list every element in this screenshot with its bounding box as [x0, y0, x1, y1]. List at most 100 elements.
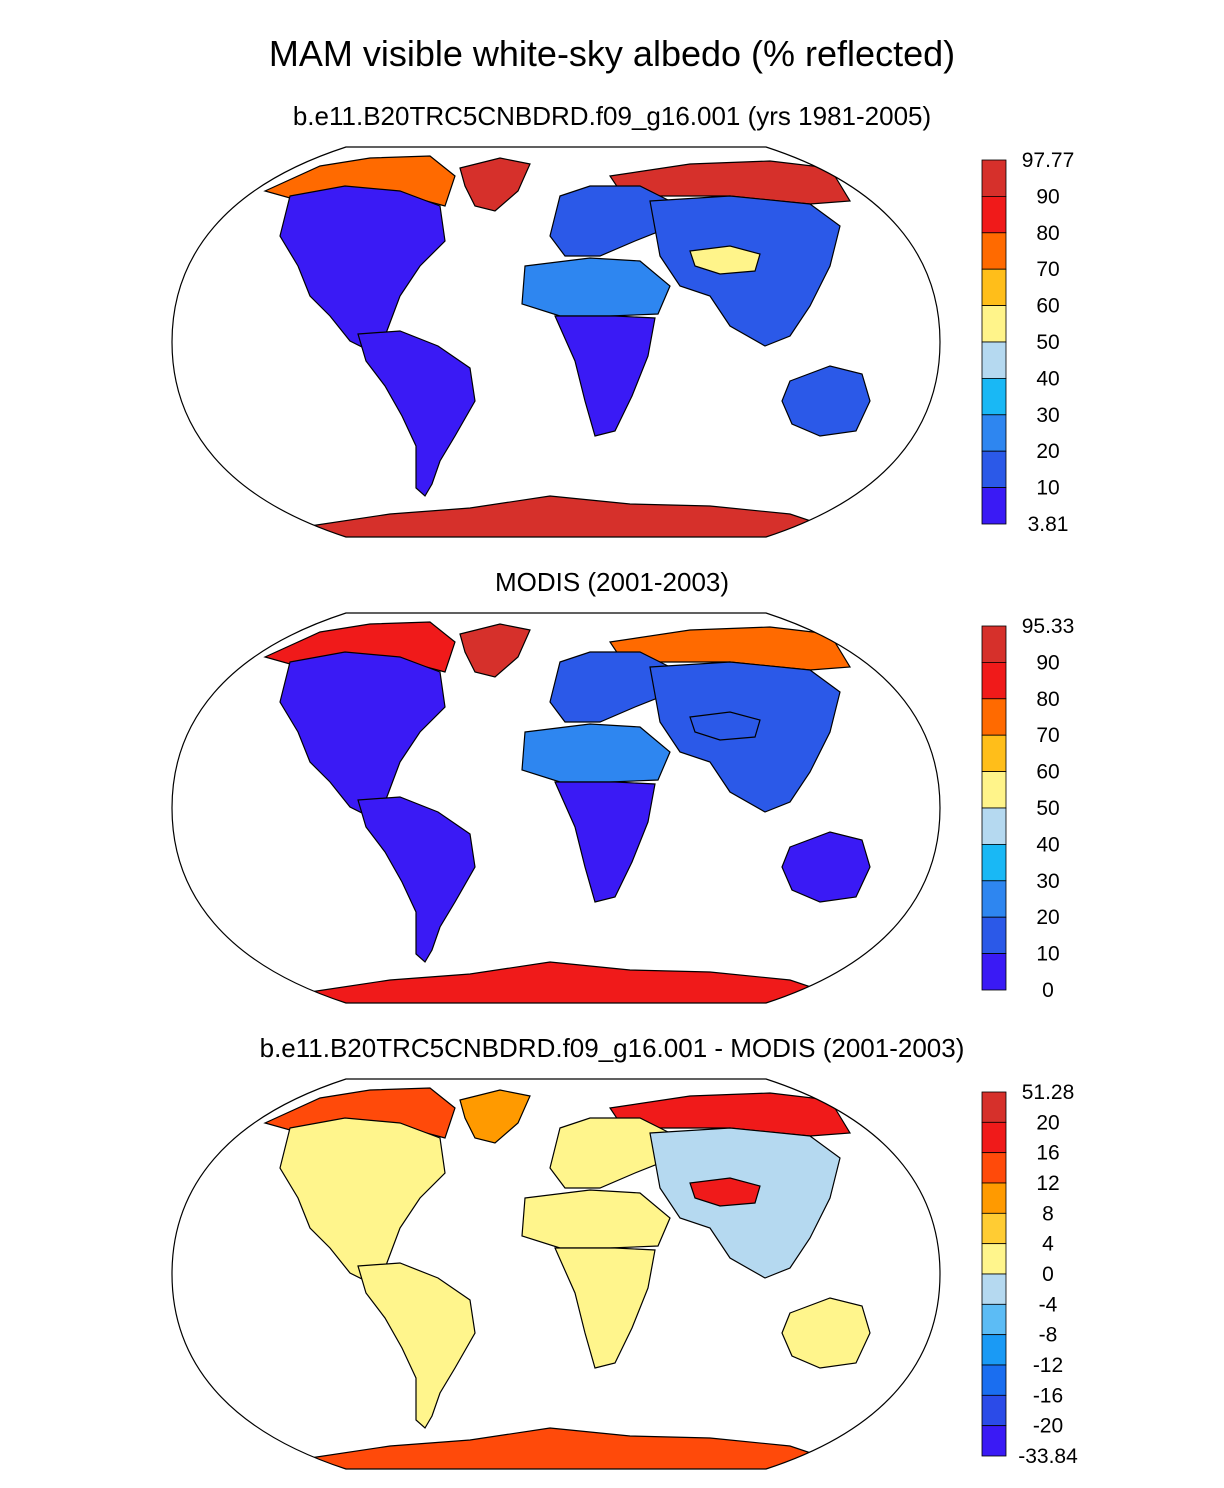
region-greenland — [459, 1089, 531, 1144]
colorbar-swatch — [981, 196, 1007, 234]
colorbar-swatch — [981, 450, 1007, 489]
colorbar-swatch — [981, 1425, 1007, 1457]
colorbar-tick-label: 16 — [1036, 1142, 1059, 1165]
colorbar-swatch — [981, 159, 1007, 197]
colorbar-model: 97.77 90 80 70 60 50 40 30 20 10 3.81 — [981, 149, 1075, 536]
colorbar-tick-label: 20 — [1036, 1111, 1059, 1134]
colorbar-swatch — [981, 1334, 1007, 1366]
colorbar-swatch — [981, 916, 1007, 955]
colorbar-tick-label: 70 — [1036, 724, 1059, 747]
region-australia — [781, 1297, 871, 1369]
map-border — [171, 1078, 941, 1470]
colorbar-swatch — [981, 377, 1007, 416]
colorbar-tick-label: 20 — [1036, 906, 1059, 929]
colorbar-swatch — [981, 487, 1007, 525]
colorbar-tick-label: 60 — [1036, 761, 1059, 784]
region-europe — [549, 651, 671, 723]
colorbar-tick-label: 95.33 — [1022, 615, 1075, 638]
colorbar-tick-label: -33.84 — [1018, 1445, 1078, 1468]
colorbar-tick-label: -4 — [1039, 1293, 1058, 1316]
colorbar-tick-label: 3.81 — [1028, 513, 1069, 536]
colorbar-swatch — [981, 1212, 1007, 1245]
colorbar-swatch — [981, 414, 1007, 452]
region-southern-africa — [554, 315, 656, 437]
region-southern-africa — [554, 781, 656, 903]
colorbar-tick-label: 90 — [1036, 185, 1059, 208]
colorbar-swatch — [981, 843, 1007, 882]
colorbar-tick-label: -8 — [1039, 1324, 1058, 1347]
colorbar-tick-label: 40 — [1036, 367, 1059, 390]
region-south-america — [357, 330, 476, 497]
map-border — [171, 146, 941, 538]
panel-1-title: b.e11.B20TRC5CNBDRD.f09_g16.001 (yrs 198… — [292, 101, 932, 131]
colorbar-tick-label: 0 — [1042, 979, 1054, 1002]
colorbar-swatch — [981, 771, 1007, 809]
colorbar-tick-label: 10 — [1036, 943, 1059, 966]
colorbar-swatch — [981, 1152, 1007, 1184]
region-tibet — [689, 1177, 761, 1207]
colorbar-swatch — [981, 1243, 1007, 1275]
colorbar-tick-label: 20 — [1036, 440, 1059, 463]
colorbar-swatch — [981, 953, 1007, 991]
colorbar-tick-label: 97.77 — [1022, 149, 1075, 172]
region-antarctica — [308, 961, 821, 1003]
region-antarctica — [308, 1427, 821, 1469]
colorbar-tick-label: 50 — [1036, 797, 1059, 820]
colorbar-tick-label: 60 — [1036, 295, 1059, 318]
colorbar-tick-label: 30 — [1036, 404, 1059, 427]
region-sahara-and-arabia — [521, 1189, 671, 1249]
colorbar-tick-label: -12 — [1033, 1354, 1063, 1377]
colorbar-tick-label: 50 — [1036, 331, 1059, 354]
figure-title: MAM visible white-sky albedo (% reflecte… — [268, 33, 956, 74]
colorbar-tick-label: 0 — [1042, 1263, 1054, 1286]
colorbar-swatch — [981, 1182, 1007, 1214]
region-tibet — [689, 711, 761, 741]
region-greenland — [459, 623, 531, 678]
region-southern-africa — [554, 1247, 656, 1369]
region-australia — [781, 365, 871, 437]
region-greenland — [459, 157, 531, 212]
colorbar-tick-label: -16 — [1033, 1384, 1063, 1407]
region-antarctica — [308, 495, 821, 537]
colorbar-tick-label: 80 — [1036, 688, 1059, 711]
colorbar-tick-label: 8 — [1042, 1202, 1054, 1225]
colorbar-tick-label: 70 — [1036, 258, 1059, 281]
colorbar-tick-label: 10 — [1036, 477, 1059, 500]
map-panel-modis — [171, 612, 941, 1004]
colorbar-swatch — [981, 1364, 1007, 1396]
colorbar-swatch — [981, 1091, 1007, 1123]
panel-2-title: MODIS (2001-2003) — [494, 567, 730, 597]
colorbar-swatch — [981, 268, 1007, 306]
region-tibet — [689, 245, 761, 275]
panel-3-title: b.e11.B20TRC5CNBDRD.f09_g16.001 - MODIS … — [259, 1033, 965, 1063]
colorbar-tick-label: 4 — [1042, 1233, 1054, 1256]
colorbar-swatch — [981, 734, 1007, 772]
region-south-america — [357, 1262, 476, 1429]
region-sahara-and-arabia — [521, 257, 671, 317]
colorbar-swatch — [981, 1303, 1007, 1336]
colorbar-swatch — [981, 305, 1007, 343]
colorbar-swatch — [981, 1394, 1007, 1427]
region-south-america — [357, 796, 476, 963]
region-australia — [781, 831, 871, 903]
colorbar-swatch — [981, 232, 1007, 270]
region-europe — [549, 1117, 671, 1189]
colorbar-swatch — [981, 1121, 1007, 1154]
colorbar-tick-label: 80 — [1036, 222, 1059, 245]
colorbar-swatch — [981, 662, 1007, 700]
colorbar-tick-label: -20 — [1033, 1415, 1063, 1438]
region-europe — [549, 185, 671, 257]
colorbar-swatch — [981, 807, 1007, 845]
colorbar-tick-label: 30 — [1036, 870, 1059, 893]
colorbar-tick-label: 51.28 — [1022, 1081, 1075, 1104]
map-panel-difference — [171, 1078, 941, 1470]
colorbar-swatch — [981, 698, 1007, 736]
region-sahara-and-arabia — [521, 723, 671, 783]
colorbar-modis: 95.33 90 80 70 60 50 40 30 20 10 0 — [981, 615, 1075, 1002]
colorbar-swatch — [981, 1273, 1007, 1305]
colorbar-difference: 51.28 20 16 12 8 4 0 -4 -8 -12 -16 -20 -33.84 — [981, 1081, 1078, 1468]
colorbar-swatch — [981, 341, 1007, 379]
colorbar-tick-label: 12 — [1036, 1172, 1059, 1195]
colorbar-swatch — [981, 880, 1007, 918]
colorbar-tick-label: 40 — [1036, 833, 1059, 856]
